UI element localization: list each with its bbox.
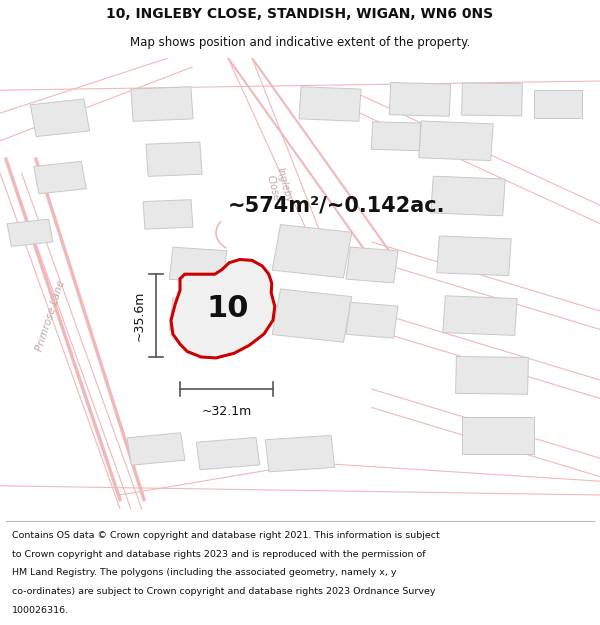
Polygon shape [299,87,361,121]
Polygon shape [346,302,398,338]
Text: Map shows position and indicative extent of the property.: Map shows position and indicative extent… [130,36,470,49]
Polygon shape [272,289,352,342]
Text: co-ordinates) are subject to Crown copyright and database rights 2023 Ordnance S: co-ordinates) are subject to Crown copyr… [12,587,436,596]
Polygon shape [431,176,505,216]
Polygon shape [146,142,202,176]
Polygon shape [34,161,86,194]
Text: 10: 10 [207,294,249,323]
Text: ~574m²/~0.142ac.: ~574m²/~0.142ac. [228,195,445,215]
Polygon shape [389,82,451,116]
Text: Ingleby
Close: Ingleby Close [264,167,294,207]
Text: ~35.6m: ~35.6m [132,291,145,341]
Polygon shape [462,417,534,454]
Polygon shape [143,199,193,229]
Polygon shape [169,247,227,283]
Text: to Crown copyright and database rights 2023 and is reproduced with the permissio: to Crown copyright and database rights 2… [12,549,425,559]
Text: Primrose Lane: Primrose Lane [35,279,67,352]
Polygon shape [196,438,260,470]
Polygon shape [534,90,582,118]
Polygon shape [437,236,511,276]
Polygon shape [127,432,185,465]
Text: 10, INGLEBY CLOSE, STANDISH, WIGAN, WN6 0NS: 10, INGLEBY CLOSE, STANDISH, WIGAN, WN6 … [106,7,494,21]
Polygon shape [7,219,53,246]
Text: HM Land Registry. The polygons (including the associated geometry, namely x, y: HM Land Registry. The polygons (includin… [12,568,397,578]
Polygon shape [131,87,193,121]
Text: 100026316.: 100026316. [12,606,69,615]
Polygon shape [31,99,89,137]
Polygon shape [265,436,335,472]
Polygon shape [461,83,523,116]
Polygon shape [272,224,352,278]
Text: Contains OS data © Crown copyright and database right 2021. This information is : Contains OS data © Crown copyright and d… [12,531,440,540]
Polygon shape [443,296,517,336]
Text: ~32.1m: ~32.1m [202,405,251,418]
Polygon shape [371,122,421,151]
Polygon shape [419,121,493,161]
Polygon shape [171,259,275,358]
Polygon shape [169,298,227,334]
Polygon shape [455,356,529,394]
Polygon shape [346,247,398,283]
